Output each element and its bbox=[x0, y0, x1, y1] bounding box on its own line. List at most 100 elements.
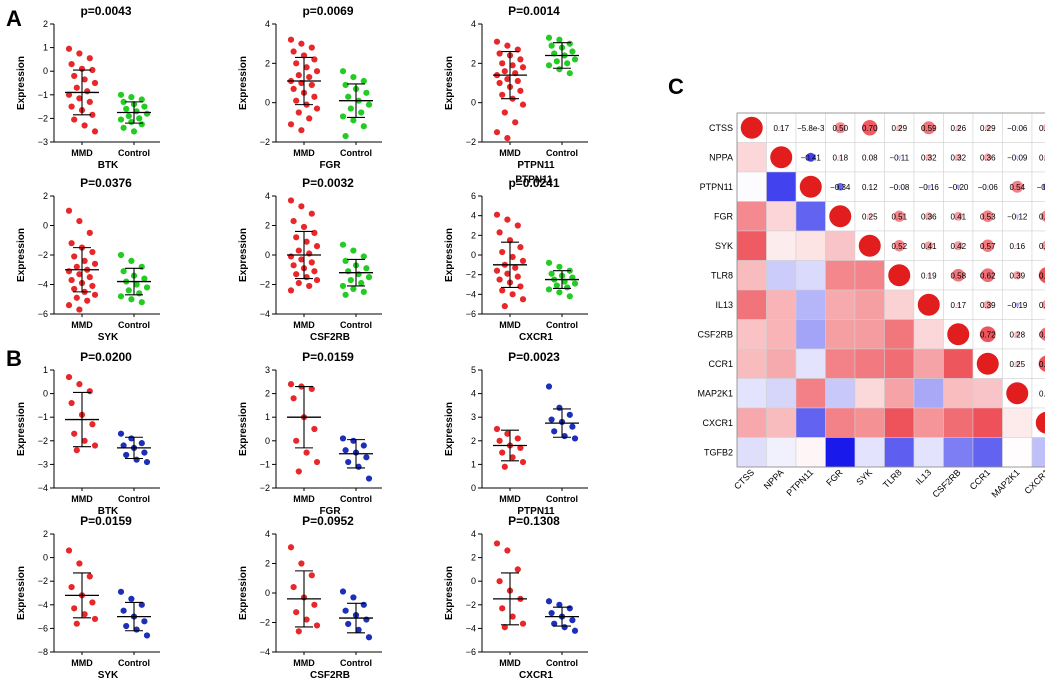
control-point bbox=[133, 281, 140, 288]
control-point bbox=[556, 601, 563, 608]
mmd-point bbox=[81, 437, 88, 444]
y-tick-label: −2 bbox=[466, 600, 476, 610]
mmd-point bbox=[306, 250, 313, 257]
x-tick-label: MMD bbox=[293, 320, 315, 330]
control-point bbox=[128, 296, 135, 303]
corr-circle bbox=[1042, 124, 1045, 132]
y-tick-label: 2 bbox=[471, 436, 476, 446]
mmd-point bbox=[306, 115, 313, 122]
corr-circle bbox=[893, 210, 905, 222]
column-label: CXCR1 bbox=[1023, 467, 1045, 496]
heatmap-cell bbox=[795, 437, 826, 468]
mmd-point bbox=[313, 458, 321, 466]
plot-title: P=0.1308 bbox=[508, 514, 560, 528]
mmd-point bbox=[287, 381, 295, 388]
x-tick-label: MMD bbox=[71, 494, 93, 504]
control-point bbox=[342, 607, 349, 614]
mmd-point bbox=[91, 615, 99, 623]
control-point bbox=[363, 89, 370, 96]
heatmap-cell bbox=[1031, 201, 1045, 232]
mmd-point bbox=[308, 385, 315, 392]
heatmap-cell bbox=[795, 348, 826, 379]
corr-circle bbox=[1040, 210, 1045, 222]
corr-circle bbox=[1015, 155, 1020, 160]
control-point bbox=[345, 458, 352, 466]
column-label: FGR bbox=[824, 467, 845, 488]
row-label: CXCR1 bbox=[702, 418, 733, 428]
corr-value-label: 0.18 bbox=[832, 153, 848, 162]
control-point bbox=[339, 282, 347, 290]
corr-circle bbox=[867, 184, 872, 189]
mmd-point bbox=[509, 291, 516, 298]
corr-circle bbox=[888, 264, 911, 287]
control-point bbox=[342, 257, 349, 264]
mmd-point bbox=[306, 74, 313, 81]
heatmap-cell bbox=[825, 437, 856, 468]
scatter-plot-B3: P=0.0023 0 1 2 3 4 5 Expression MMD Control PTPN11 bbox=[444, 350, 588, 517]
heatmap-cell bbox=[825, 348, 856, 379]
control-point bbox=[123, 451, 130, 459]
mmd-point bbox=[65, 547, 73, 554]
corr-value-label: 0.39 bbox=[980, 301, 996, 310]
mmd-point bbox=[287, 287, 295, 294]
y-axis-label: Expression bbox=[444, 56, 455, 110]
control-point bbox=[117, 116, 125, 123]
corr-circle bbox=[1043, 183, 1045, 191]
mmd-point bbox=[290, 584, 297, 591]
mmd-point bbox=[293, 609, 300, 616]
control-point bbox=[342, 447, 349, 454]
heatmap-cell bbox=[766, 348, 797, 379]
corr-circle bbox=[858, 234, 881, 257]
mmd-point bbox=[73, 620, 80, 627]
heatmap-cell bbox=[884, 437, 915, 468]
mmd-point bbox=[76, 306, 83, 313]
mmd-point bbox=[313, 622, 321, 629]
control-point bbox=[117, 91, 125, 98]
mmd-point bbox=[504, 75, 511, 83]
row-label: CSF2RB bbox=[697, 329, 733, 339]
y-tick-label: −3 bbox=[38, 137, 48, 147]
control-point bbox=[339, 68, 347, 75]
mmd-point bbox=[517, 87, 524, 94]
corr-circle bbox=[799, 175, 822, 198]
control-point bbox=[128, 257, 135, 264]
y-axis-label: Expression bbox=[444, 402, 455, 456]
y-tick-label: 0 bbox=[471, 576, 476, 586]
corr-value-label: 0.73 bbox=[1039, 271, 1045, 280]
mmd-point bbox=[89, 421, 96, 428]
corr-circle bbox=[1041, 240, 1045, 251]
corr-value-label: 0.37 bbox=[1039, 124, 1045, 133]
corr-circle bbox=[985, 184, 990, 189]
mmd-point bbox=[68, 276, 75, 284]
mmd-point bbox=[509, 454, 516, 461]
gene-label: PTPN11 bbox=[517, 160, 555, 171]
column-label: IL13 bbox=[914, 467, 933, 486]
mmd-point bbox=[313, 105, 321, 112]
corr-circle bbox=[740, 116, 763, 139]
corr-circle bbox=[953, 241, 963, 251]
mmd-point bbox=[501, 463, 508, 470]
control-point bbox=[350, 74, 357, 81]
y-tick-label: 6 bbox=[471, 191, 476, 201]
heatmap-cell bbox=[736, 201, 767, 232]
corr-value-label: 0.12 bbox=[862, 183, 878, 192]
x-tick-label: MMD bbox=[499, 148, 521, 158]
plot-title: P=0.0159 bbox=[80, 514, 132, 528]
y-tick-label: −4 bbox=[260, 309, 270, 319]
control-point bbox=[564, 284, 571, 291]
y-tick-label: −2 bbox=[38, 250, 48, 260]
corr-circle bbox=[836, 183, 844, 191]
corr-value-label: 0.17 bbox=[950, 301, 966, 310]
mmd-point bbox=[496, 578, 503, 585]
plot-title: p=0.0241 bbox=[508, 176, 559, 190]
corr-circle bbox=[924, 212, 933, 221]
mmd-point bbox=[512, 264, 519, 271]
mmd-point bbox=[290, 262, 297, 269]
control-point bbox=[548, 609, 555, 617]
heatmap-cell bbox=[1031, 230, 1045, 261]
heatmap-cell bbox=[736, 289, 767, 320]
control-point bbox=[365, 274, 373, 281]
corr-circle bbox=[897, 155, 902, 160]
y-tick-label: −2 bbox=[38, 576, 48, 586]
mmd-point bbox=[290, 395, 297, 402]
